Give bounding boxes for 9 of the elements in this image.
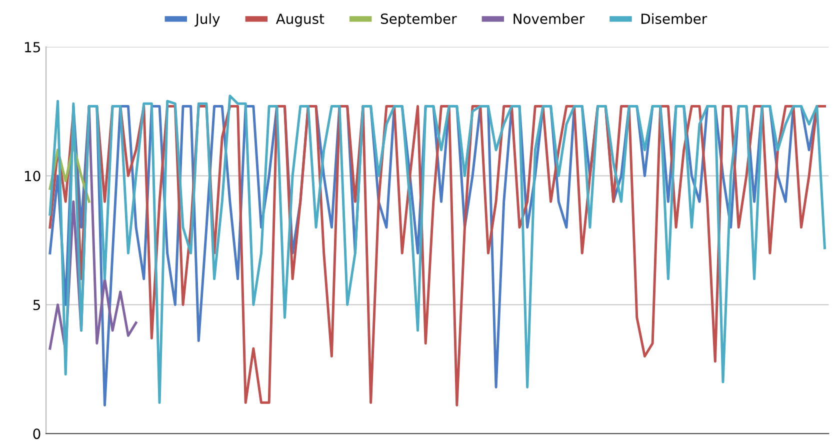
y-tick-label: 0 (33, 428, 40, 440)
legend-label: Disember (642, 13, 708, 24)
legend-label: August (276, 14, 324, 27)
legend-label: September (380, 13, 457, 27)
y-tick-label: 5 (33, 300, 40, 310)
legend-label: July (194, 13, 220, 27)
y-tick-label: 10 (25, 170, 40, 182)
legend-label: November (514, 13, 585, 24)
y-tick-label: 15 (25, 42, 40, 52)
